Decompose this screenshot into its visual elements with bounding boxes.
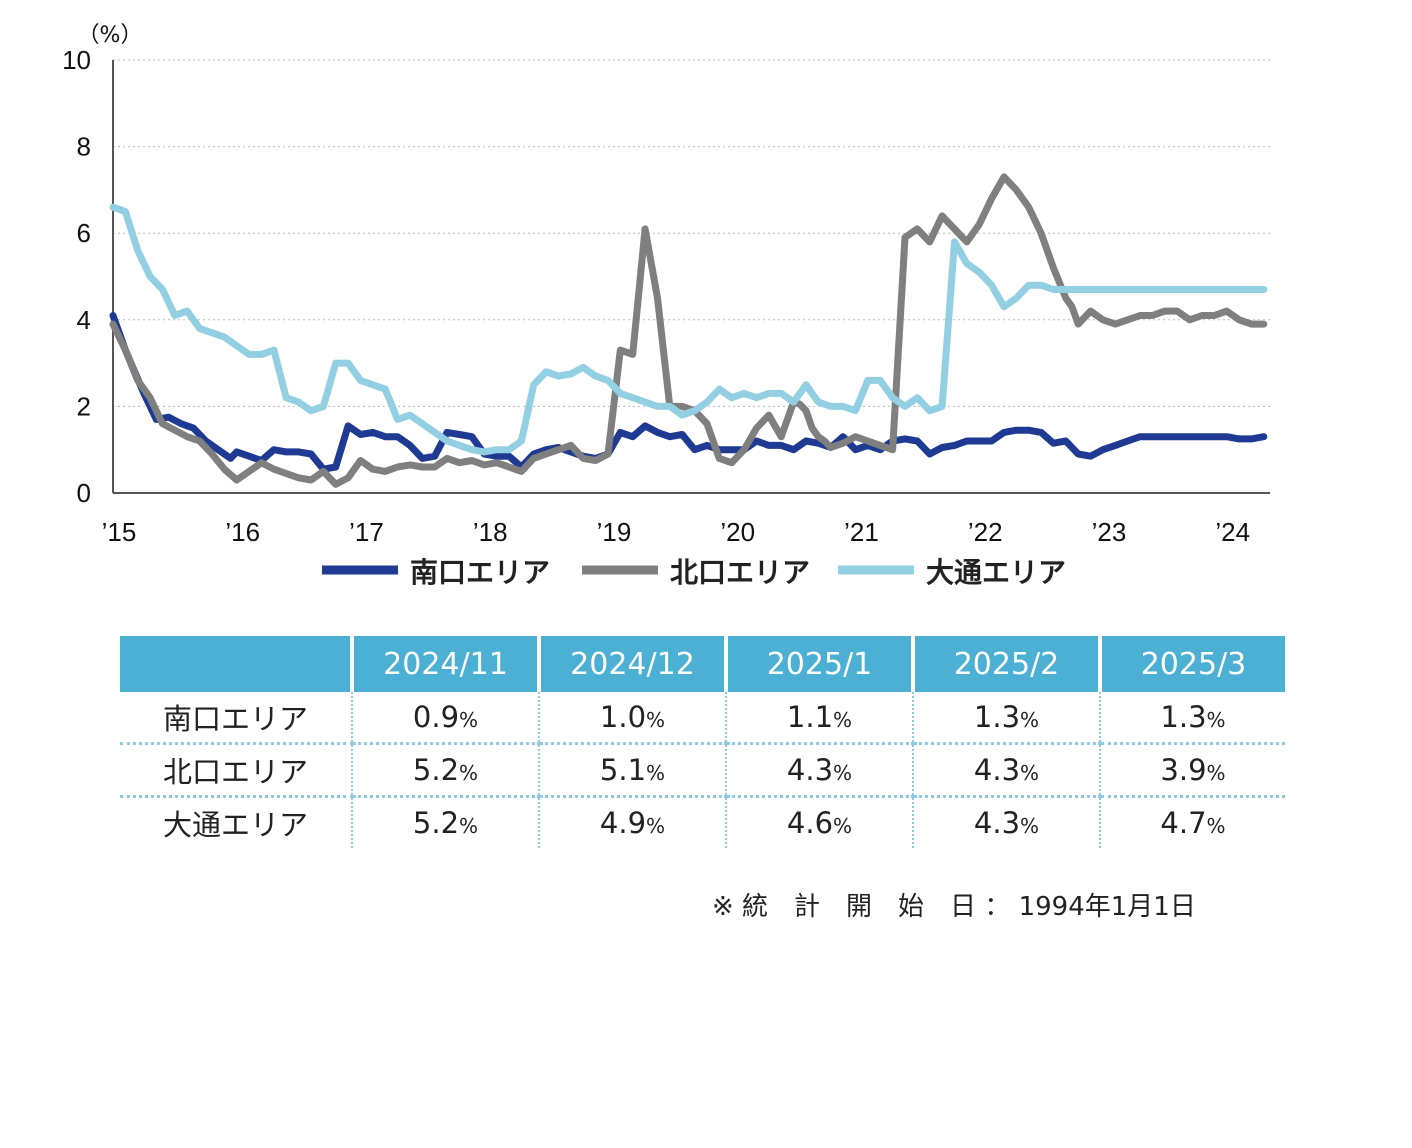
tick-labels: 0 2 4 6 8 10（%） ’15 ’16 ’17 ’18 ’19 ’20 ’21 ’22 ’23 ’24 [62, 23, 1250, 547]
y-unit-label: （%） [78, 23, 143, 48]
table-cell: 1.1% [725, 692, 913, 744]
x-tick-label: ’19 [597, 517, 632, 547]
x-tick-label: ’23 [1092, 517, 1127, 547]
grid-lines [113, 59, 1270, 407]
x-tick-label: ’18 [473, 517, 508, 547]
table-header-cell: 2024/11 [350, 636, 539, 692]
table-header-cell: 2025/3 [1098, 636, 1285, 692]
table-cell: 4.9% [538, 795, 726, 848]
table-cell: 0.9% [351, 692, 539, 744]
table-row-label: 南口エリア [162, 702, 308, 736]
vacancy-rate-chart: 0 2 4 6 8 10（%） ’15 ’16 ’17 ’18 ’19 ’20 ’21 ’22 ’23 ’24… [62, 23, 1270, 589]
statistics-start-date-note: ※ 統 計 開 始 日 ： 1994年1月1日 [712, 892, 1196, 922]
table-header-corner [120, 636, 352, 692]
series-lines [109, 173, 1268, 488]
table-cell: 4.6% [725, 795, 913, 848]
table-cell: 4.3% [912, 742, 1100, 797]
legend-label: 大通エリア [926, 556, 1066, 589]
table-row-label: 北口エリア [120, 742, 352, 797]
legend-label: 南口エリア [410, 556, 550, 589]
table-row: 南口エリア 0.9% 1.0% 1.1% 1.3% 1.3% [120, 692, 1285, 744]
table-row: 北口エリア 5.2% 5.1% 4.3% 4.3% 3.9% [120, 742, 1285, 797]
x-tick-label: ’15 [102, 517, 137, 547]
y-tick-label: 10 [62, 45, 91, 75]
table-cell: 4.3% [725, 742, 913, 797]
y-tick-label: 2 [77, 391, 91, 421]
x-tick-label: ’21 [844, 517, 879, 547]
table-cell: 5.2% [351, 795, 539, 848]
y-tick-label: 6 [77, 218, 91, 248]
x-tick-label: ’17 [349, 517, 384, 547]
y-tick-label: 0 [77, 478, 91, 508]
vacancy-summary-table: 2024/11 2024/12 2025/1 2025/2 2025/3 南口エ… [120, 636, 1285, 848]
x-tick-label: ’24 [1215, 517, 1250, 547]
x-tick-label: ’20 [720, 517, 755, 547]
series-line-0 [109, 312, 1268, 473]
table-cell: 1.0% [538, 692, 726, 744]
table-cell: 1.3% [912, 692, 1100, 744]
table-cell: 4.3% [912, 795, 1100, 848]
table-cell: 5.2% [351, 742, 539, 797]
legend-label: 北口エリア [670, 556, 810, 589]
y-tick-label: 4 [77, 305, 91, 335]
series-line-2 [109, 203, 1268, 456]
axes [112, 60, 1270, 494]
table-cell: 4.7% [1099, 795, 1285, 848]
y-tick-label: 8 [77, 132, 91, 162]
table-cell: 5.1% [538, 742, 726, 797]
x-tick-label: ’16 [225, 517, 260, 547]
legend: 南口エリア 北口エリア 大通エリア [322, 556, 1066, 589]
table-row: 大通エリア 5.2% 4.9% 4.6% 4.3% 4.7% [120, 795, 1285, 848]
table-header-cell: 2025/1 [724, 636, 913, 692]
table-header-cell: 2024/12 [537, 636, 726, 692]
table-row-label: 大通エリア [120, 795, 352, 848]
table-cell: 1.3% [1099, 692, 1285, 744]
table-header-row: 2024/11 2024/12 2025/1 2025/2 2025/3 [120, 636, 1285, 692]
x-tick-label: ’22 [968, 517, 1003, 547]
series-line-1 [109, 173, 1268, 488]
table-cell: 3.9% [1099, 742, 1285, 797]
table-header-cell: 2025/2 [911, 636, 1100, 692]
